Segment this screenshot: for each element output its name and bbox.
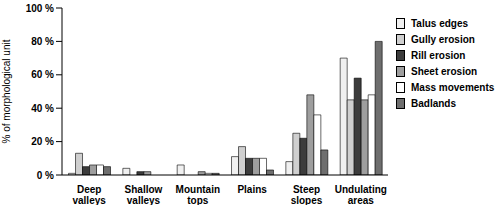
svg-text:0 %: 0 % xyxy=(37,170,54,181)
svg-text:Shallowvalleys: Shallowvalleys xyxy=(125,184,163,205)
svg-text:100 %: 100 % xyxy=(26,3,54,14)
html-text:Mass movements: Mass movements xyxy=(411,82,495,93)
html-text:Gully erosion: Gully erosion xyxy=(411,34,475,45)
svg-text:Deepvalleys: Deepvalleys xyxy=(72,184,106,205)
svg-text:% of morphological unit: % of morphological unit xyxy=(8,39,12,143)
html-text:Badlands: Badlands xyxy=(411,98,456,109)
html-text:Sheet erosion: Sheet erosion xyxy=(411,66,478,77)
svg-text:40 %: 40 % xyxy=(31,103,54,114)
svg-text:Mountaintops: Mountaintops xyxy=(176,184,220,205)
html-text:Talus edges: Talus edges xyxy=(411,18,469,29)
svg-text:20 %: 20 % xyxy=(31,136,54,147)
svg-text:80 %: 80 % xyxy=(31,36,54,47)
svg-text:Steepslopes: Steepslopes xyxy=(291,184,323,205)
svg-text:60 %: 60 % xyxy=(31,69,54,80)
svg-text:Undulatingareas: Undulatingareas xyxy=(335,184,387,205)
svg-text:Plains: Plains xyxy=(237,184,267,195)
html-text:Rill erosion: Rill erosion xyxy=(411,50,466,61)
